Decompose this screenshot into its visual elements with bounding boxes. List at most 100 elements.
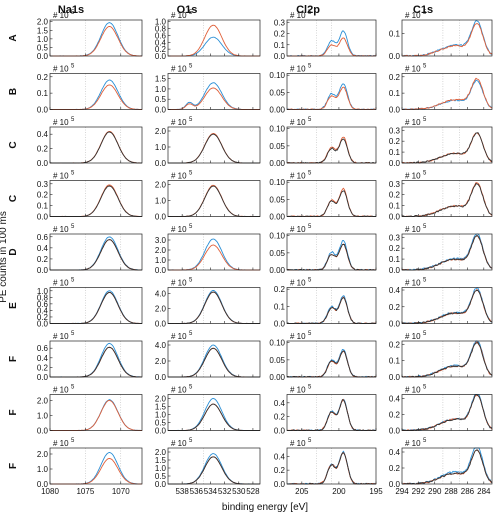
panel-frame xyxy=(49,73,143,110)
y-tick-label: 0.00 xyxy=(269,266,285,275)
scale-exponent: 5 xyxy=(71,278,75,284)
y-tick-label: 0.1 xyxy=(389,30,401,39)
series-blue-trace xyxy=(49,236,143,271)
row-label-2: C xyxy=(8,141,19,148)
row-label-0: A xyxy=(8,34,19,41)
y-tick-label: 0.00 xyxy=(269,373,285,382)
scale-exponent: 5 xyxy=(423,224,427,230)
y-tick-label: 0.0 xyxy=(389,266,401,275)
panel-frame xyxy=(49,126,143,164)
row-label-7: F xyxy=(8,409,19,415)
series-blue-trace xyxy=(49,399,142,431)
scale-exponent: 5 xyxy=(308,64,312,70)
scale-label: # 10 xyxy=(53,279,69,288)
y-tick-label: 0.0 xyxy=(37,373,49,382)
series-dark-trace xyxy=(50,131,142,164)
y-tick-label: 0.2 xyxy=(389,191,401,200)
x-tick-label-o1s: 530 xyxy=(232,487,246,496)
scale-label: # 10 xyxy=(290,332,306,341)
y-tick-label: 0.0 xyxy=(37,480,49,489)
y-tick-label: 0.2 xyxy=(389,464,401,473)
x-tick-label-o1s: 536 xyxy=(190,487,204,496)
panel-c1s-5: 0.4 0.2 0.0 # 10 5 xyxy=(389,278,493,329)
x-tick-label-cl2p: 195 xyxy=(369,487,383,496)
scale-exponent: 5 xyxy=(189,117,193,123)
y-tick-label: 0.10 xyxy=(269,339,285,348)
y-tick-label: 1.5 xyxy=(155,456,167,465)
series-dark-trace xyxy=(401,234,493,271)
series-red-trace xyxy=(49,25,143,57)
series-red-trace xyxy=(401,132,493,164)
y-tick-label: 1.0 xyxy=(155,464,167,473)
panel-na1s-5: 1.00.80.60.40.20.0 # 10 5 xyxy=(37,278,143,329)
y-tick-label: 4.0 xyxy=(155,290,167,299)
x-tick-label-o1s: 528 xyxy=(246,487,260,496)
scale-label: # 10 xyxy=(405,279,421,288)
y-tick-label: 0.5 xyxy=(155,419,167,428)
panel-frame xyxy=(401,287,493,324)
panel-frame xyxy=(401,394,493,431)
y-tick-label: 0.1 xyxy=(37,202,49,211)
panel-na1s-7: 2.0 1.0 0.0 # 10 5 xyxy=(37,385,143,436)
series-red-trace xyxy=(50,184,143,217)
y-tick-label: 0.05 xyxy=(269,356,285,365)
panel-frame xyxy=(49,394,143,431)
panel-c1s-0: 0.1 0.0 # 10 5 xyxy=(389,10,493,61)
scale-label: # 10 xyxy=(53,118,69,127)
series-red-trace xyxy=(402,23,493,57)
scale-label: # 10 xyxy=(290,65,306,74)
panel-na1s-8: 2.0 1.0 0.0 # 10 5 xyxy=(37,438,143,489)
series-dark-trace xyxy=(167,456,260,485)
series-blue-trace xyxy=(50,342,142,378)
series-dark-trace xyxy=(401,182,493,217)
y-tick-label: 0.0 xyxy=(155,106,167,115)
y-tick-label: 0.1 xyxy=(274,302,286,311)
panel-frame xyxy=(401,447,493,485)
y-tick-label: 0.4 xyxy=(37,130,49,139)
scale-exponent: 5 xyxy=(189,171,193,177)
y-tick-label: 0.0 xyxy=(389,159,401,168)
y-tick-label: 2.0 xyxy=(155,181,167,190)
panel-na1s-3: 0.3 0.2 0.1 0.0 # 10 5 xyxy=(37,171,143,222)
y-tick-label: 0.2 xyxy=(274,285,286,294)
scale-label: # 10 xyxy=(171,332,187,341)
series-blue-trace xyxy=(168,289,261,324)
y-tick-label: 0.0 xyxy=(389,213,401,222)
y-tick-label: 0.0 xyxy=(37,106,49,115)
series-blue-trace xyxy=(49,79,143,110)
panel-frame xyxy=(286,233,377,271)
y-tick-label: 0.0 xyxy=(155,52,167,61)
scale-label: # 10 xyxy=(290,172,306,181)
y-tick-label: 0.1 xyxy=(389,202,401,211)
column-title-c1s: C1s xyxy=(413,4,433,16)
y-tick-label: 0.2 xyxy=(37,145,49,154)
series-red-trace xyxy=(402,394,493,431)
row-label-3: C xyxy=(8,195,19,202)
panel-o1s-2: 2.0 1.0 0.0 # 10 5 xyxy=(155,117,261,168)
y-tick-label: 0.0 xyxy=(37,159,49,168)
y-tick-label: 0.2 xyxy=(274,30,286,39)
panel-o1s-8: 2.01.51.00.50.0 # 10 5 xyxy=(155,438,261,489)
series-dark-trace xyxy=(167,291,260,324)
series-red-trace xyxy=(50,130,142,164)
scale-exponent: 5 xyxy=(308,10,312,16)
panel-grid: A2.01.51.00.50.0# 10 51.00.80.60.40.20.0#… xyxy=(8,10,493,496)
panel-frame xyxy=(401,233,493,271)
series-red-trace xyxy=(50,400,142,431)
series-blue-trace xyxy=(168,344,261,378)
y-tick-label: 0.00 xyxy=(269,213,285,222)
series-dark-trace xyxy=(50,346,143,378)
y-tick-label: 0.2 xyxy=(37,313,49,322)
scale-exponent: 5 xyxy=(189,438,193,444)
scale-exponent: 5 xyxy=(71,171,75,177)
series-red-trace xyxy=(167,403,260,431)
series-red-trace xyxy=(401,449,493,485)
scale-exponent: 5 xyxy=(423,10,427,16)
y-tick-label: 0.0 xyxy=(389,427,401,436)
x-tick-label-na1s: 1070 xyxy=(112,487,130,496)
series-blue-trace xyxy=(402,20,493,57)
series-blue-trace xyxy=(167,238,261,271)
y-tick-label: 2.0 xyxy=(155,246,167,255)
series-red-trace xyxy=(167,291,260,324)
y-tick-label: 1.0 xyxy=(155,197,167,206)
